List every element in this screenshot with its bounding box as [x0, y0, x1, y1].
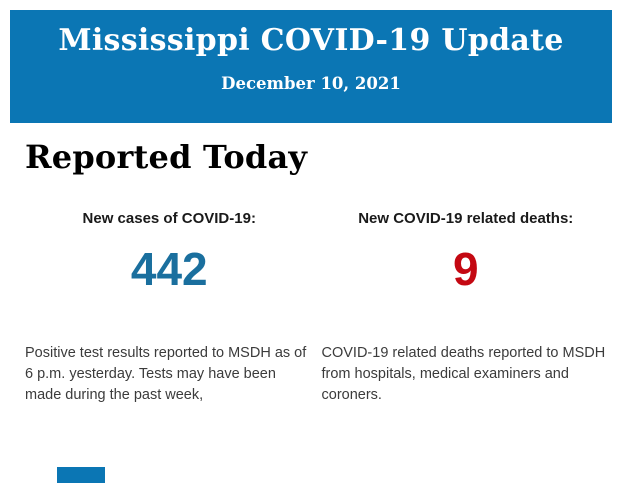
report-date: December 10, 2021	[221, 74, 401, 93]
stat-value-deaths: 9	[452, 243, 479, 295]
page-title: Mississippi COVID-19 Update	[58, 23, 564, 58]
new-deaths-label: New COVID-19 related deaths:	[358, 210, 574, 227]
new-deaths-description: COVID-19 related deaths reported to MSDH…	[321, 345, 606, 403]
stat-col-new-deaths: New COVID-19 related deaths: 9 COVID-19 …	[322, 210, 611, 406]
stat-col-new-cases: New cases of COVID-19: 442 Positive test…	[25, 210, 314, 406]
stat-value-cases: 442	[130, 243, 208, 295]
stats-row: New cases of COVID-19: 442 Positive test…	[25, 210, 610, 406]
section-heading: Reported Today	[25, 138, 308, 176]
next-section-band	[57, 467, 105, 483]
new-cases-label: New cases of COVID-19:	[82, 210, 256, 227]
new-cases-description: Positive test results reported to MSDH a…	[25, 345, 307, 403]
header-band: Mississippi COVID-19 Update December 10,…	[10, 10, 612, 123]
